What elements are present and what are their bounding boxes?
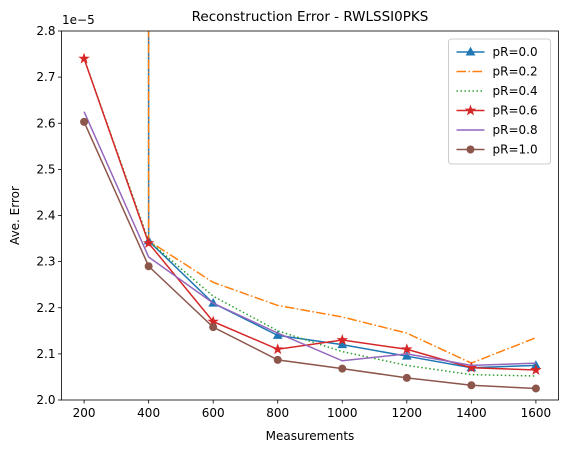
series-line <box>83 58 536 371</box>
chart-title: Reconstruction Error - RWLSSI0PKS <box>192 9 429 25</box>
point <box>337 339 348 349</box>
point <box>338 364 347 373</box>
point <box>401 343 413 355</box>
series-line <box>83 58 536 377</box>
legend-label: pR=0.0 <box>493 45 538 59</box>
point <box>464 104 477 116</box>
point <box>402 373 411 382</box>
point <box>530 364 542 375</box>
point <box>142 237 155 249</box>
series-line <box>83 121 536 390</box>
x-tick-label: 400 <box>137 406 160 420</box>
plot-frame <box>61 30 559 401</box>
y-tick-label: 2.4 <box>36 209 55 223</box>
y-tick-label: 2.1 <box>36 347 55 361</box>
point <box>465 46 476 56</box>
y-axis-label: Ave. Error <box>8 186 22 245</box>
legend: pR=0.0 pR=0.2 pR=0.4 pR=0.6 pR=0.8 pR=1.0 <box>448 38 551 165</box>
point <box>209 323 218 332</box>
legend-label: pR=0.6 <box>493 104 538 118</box>
x-tick-label: 1200 <box>392 406 423 420</box>
point <box>80 117 89 126</box>
point <box>531 384 540 393</box>
y-tick-label: 2.6 <box>36 116 55 130</box>
x-axis-label: Measurements <box>266 429 355 443</box>
legend-label: pR=0.8 <box>493 123 538 137</box>
series-line <box>147 31 537 364</box>
y-tick-label: 2.3 <box>36 255 55 269</box>
legend-box <box>448 38 551 165</box>
point <box>467 381 476 390</box>
series-line <box>147 31 536 369</box>
point <box>144 262 153 271</box>
y-offset-label: 1e−5 <box>62 13 95 27</box>
point <box>401 350 412 360</box>
x-tick-label: 200 <box>73 406 96 420</box>
y-tick-label: 2.8 <box>36 24 55 38</box>
y-tick-label: 2.7 <box>36 70 55 84</box>
point <box>272 330 283 339</box>
legend-label: pR=0.2 <box>493 65 538 79</box>
y-tick-label: 2.5 <box>36 162 55 176</box>
y-tick-label: 2.0 <box>36 393 55 407</box>
point <box>271 343 284 355</box>
point <box>336 334 349 345</box>
x-tick-label: 600 <box>202 406 225 420</box>
y-tick-label: 2.2 <box>36 301 55 315</box>
x-tick-label: 1400 <box>456 406 487 420</box>
x-tick-label: 800 <box>266 406 289 420</box>
point <box>465 361 478 373</box>
point <box>466 145 475 154</box>
x-tick-label: 1000 <box>327 406 358 420</box>
point <box>273 355 282 364</box>
point <box>78 52 90 64</box>
legend-label: pR=1.0 <box>493 143 538 157</box>
x-tick-label: 1600 <box>521 406 552 420</box>
legend-label: pR=0.4 <box>493 84 538 98</box>
series-line <box>83 111 536 367</box>
plot-area <box>78 31 542 393</box>
